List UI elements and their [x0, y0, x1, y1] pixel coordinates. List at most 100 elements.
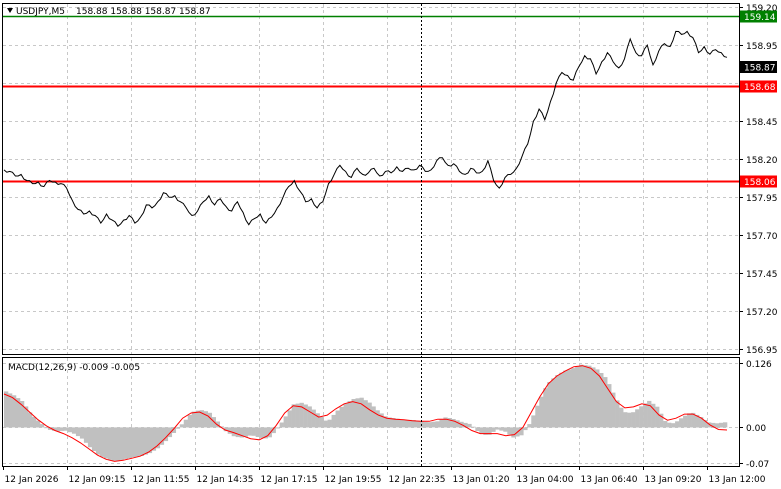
macd-bar: [571, 368, 576, 428]
macd-bar: [555, 375, 560, 428]
macd-bar: [103, 427, 109, 459]
macd-bar: [511, 427, 516, 438]
macd-bar: [447, 418, 452, 428]
level-tag-bg-158.06: [740, 175, 777, 188]
macd-bar: [119, 427, 125, 460]
macd-bar: [355, 398, 360, 428]
time-tick-label: 12 Jan 11:55: [133, 475, 190, 485]
macd-bar: [375, 410, 380, 428]
macd-bar: [55, 427, 61, 432]
macd-bar: [443, 417, 448, 428]
macd-bar: [23, 406, 29, 428]
price-tick-label: 157.95: [746, 194, 778, 204]
macd-bar: [319, 416, 324, 428]
macd-bar: [67, 427, 73, 433]
price-tick-label: 157.45: [746, 270, 778, 280]
macd-bar: [191, 411, 197, 428]
macd-bar: [691, 412, 696, 428]
svg-text:158.87: 158.87: [744, 64, 776, 74]
macd-bar: [479, 427, 484, 434]
macd-bar: [579, 364, 584, 428]
macd-bar: [327, 419, 332, 428]
price-tick-label: 157.70: [746, 232, 778, 242]
macd-bar: [543, 388, 548, 428]
macd-bar: [95, 427, 101, 455]
macd-bar: [371, 406, 376, 428]
level-tag-label-158.68: 158.68: [744, 83, 776, 93]
macd-bar: [71, 427, 77, 434]
macd-bar: [151, 427, 157, 451]
macd-bar: [559, 372, 564, 428]
macd-tick-label: 0.00: [746, 424, 766, 434]
macd-bar: [367, 402, 372, 428]
price-tick-label: 156.95: [746, 346, 778, 356]
macd-bar: [291, 404, 296, 428]
macd-bar: [463, 422, 468, 428]
macd-bar: [475, 427, 480, 431]
macd-bar: [631, 412, 636, 428]
macd-bar: [175, 427, 181, 429]
macd-bar: [303, 404, 308, 428]
macd-bar: [583, 365, 588, 428]
macd-bar: [483, 427, 488, 435]
symbol-label[interactable]: USDJPY,M5: [16, 7, 65, 17]
macd-bar: [435, 421, 440, 428]
macd-bar: [423, 421, 428, 428]
time-tick-label: 13 Jan 04:00: [517, 475, 574, 485]
macd-bar: [591, 367, 596, 428]
macd-bar: [711, 422, 716, 428]
macd-bar: [655, 406, 660, 428]
macd-bar: [199, 410, 205, 428]
macd-bar: [659, 413, 664, 428]
macd-bar: [703, 420, 708, 428]
macd-bar: [671, 423, 676, 428]
macd-bar: [547, 382, 552, 428]
macd-bar: [363, 400, 368, 428]
macd-bar: [403, 420, 408, 428]
macd-bar: [379, 413, 384, 428]
price-tick-label: 158.20: [746, 156, 778, 166]
macd-bar: [347, 401, 352, 428]
macd-tick-label: 0.126: [746, 360, 772, 370]
price-panel-frame: [2, 3, 740, 355]
macd-bar: [491, 427, 496, 432]
macd-bar: [383, 416, 388, 428]
macd-bar: [343, 403, 348, 428]
time-tick-label: 12 Jan 14:35: [197, 475, 254, 485]
macd-bar: [131, 427, 137, 458]
macd-bar: [207, 412, 213, 428]
price-tick-label: 157.20: [746, 308, 778, 318]
macd-bar: [159, 427, 165, 445]
macd-histogram: [4, 364, 728, 461]
macd-bar: [311, 409, 316, 428]
macd-bar: [495, 427, 500, 430]
time-tick-label: 12 Jan 2026: [5, 475, 59, 485]
macd-bar: [699, 417, 704, 428]
macd-bar: [107, 427, 113, 460]
price-line: [3, 30, 728, 227]
level-tag-bg-159.14: [740, 10, 777, 23]
macd-bar: [503, 427, 508, 432]
macd-bar: [267, 427, 272, 438]
macd-bar: [539, 396, 544, 428]
macd-bar: [643, 403, 648, 428]
macd-bar: [499, 427, 504, 431]
symbol-dropdown-icon[interactable]: [7, 8, 13, 13]
time-tick-label: 13 Jan 09:20: [645, 475, 702, 485]
macd-bar: [195, 410, 201, 428]
macd-bar: [527, 424, 532, 428]
macd-bar: [467, 423, 472, 428]
macd-bar: [407, 419, 412, 428]
macd-bar: [63, 427, 69, 431]
macd-bar: [667, 422, 672, 428]
level-tag-label-159.14: 159.14: [744, 13, 776, 23]
macd-bar: [615, 400, 620, 428]
macd-bar: [251, 427, 256, 436]
macd-bar: [299, 402, 304, 428]
macd-bar: [75, 427, 81, 437]
time-tick-label: 13 Jan 06:40: [581, 475, 638, 485]
macd-bar: [231, 427, 236, 437]
macd-bar: [227, 427, 232, 434]
macd-bar: [187, 414, 193, 428]
